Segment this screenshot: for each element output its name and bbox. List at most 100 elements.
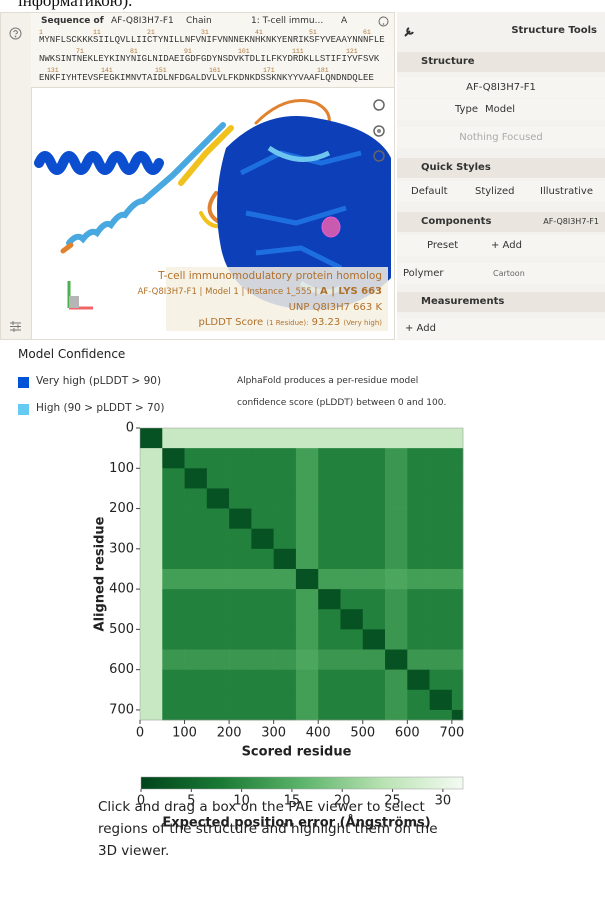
pae-chart[interactable]: 0 100 200 300 400 500 600 700010020030040050060… [0,418,605,838]
type-value[interactable]: Model [485,104,516,115]
type-row: Type Model [397,99,605,120]
section-header[interactable]: Quick Styles [397,158,605,178]
chain-select[interactable]: 1: T-cell immu... [251,16,324,26]
legend-swatch [18,377,29,388]
style-button[interactable]: Default [411,186,448,197]
structure-viewer[interactable]: Sequence of AF-Q8I3H7-F1 Chain 1: T-cell… [0,12,395,340]
y-tick-label: 200 [109,501,134,516]
add-button[interactable]: + Add [405,323,436,334]
heatmap-cell [251,428,274,449]
heatmap-cell [140,468,163,489]
heatmap-cell [251,568,274,590]
style-button[interactable]: Illustrative [540,186,593,197]
help-icon[interactable] [9,27,22,40]
help-icon[interactable] [378,16,389,27]
heatmap-cell [206,609,230,630]
axes-gizmo [67,281,93,310]
heatmap-cell [140,448,163,469]
heatmap-cell [318,428,341,449]
sheet [245,205,347,226]
heatmap-cell [206,468,230,489]
add-button[interactable]: + Add [491,240,522,251]
component-name: Polymer [403,268,444,279]
section-header[interactable]: Components AF-Q8I3H7-F1 [397,212,605,232]
heatmap-cell [295,669,319,691]
heatmap-cell [273,589,297,610]
components-entry: AF-Q8I3H7-F1 [543,217,599,226]
section-header[interactable]: Structure [397,52,605,72]
heatmap-cell [385,669,408,691]
sequence-number: 121 [346,48,358,55]
heatmap-cell [162,488,185,509]
heatmap-cell [295,448,319,469]
section-header[interactable]: Measurements [397,292,605,312]
score-scope: (1 Residue): [266,319,309,327]
score-label: pLDDT Score [198,317,264,328]
heatmap-cell [340,709,364,721]
heatmap-cell [362,528,386,550]
heatmap-cell [229,448,252,469]
heatmap-cell [273,448,297,469]
heatmap-cell [385,508,408,529]
heatmap-cell [385,488,408,509]
heatmap-cell [429,689,453,711]
style-button[interactable]: Stylized [475,186,515,197]
heatmap-cell [273,629,297,650]
molecule-render [34,99,391,310]
y-tick-label: 100 [109,461,134,476]
sequence-number: 151 [155,67,167,74]
heatmap-cell [362,508,386,529]
type-label: Type [455,104,478,115]
heatmap-cell [385,629,408,650]
heatmap-cell [206,528,230,550]
colorbar-title: Expected position error (Ångströms) [162,815,430,831]
heatmap-cell [385,609,408,630]
heatmap-cell [251,589,274,610]
sequence-label: Sequence of [41,16,104,26]
left-strip [1,13,32,339]
heatmap-cell [229,629,252,650]
representation[interactable]: Cartoon [493,269,525,278]
heatmap-cell [295,689,319,711]
helix [66,122,226,246]
preset-button[interactable]: Preset [427,240,459,251]
heatmap-cell [429,488,453,509]
settings-icon[interactable] [9,321,22,332]
heatmap-cell [162,589,185,610]
sequence-number: 31 [201,29,209,36]
info-overlay: T-cell immunomodulatory protein homolog … [138,267,388,331]
score-line: pLDDT Score (1 Residue): 93.23 (Very hig… [199,317,383,328]
instructions: Click and drag a box on the PAE viewer t… [98,799,438,859]
heatmap-cell [429,528,453,550]
sequence-text: ENKFIYHTEVSFEGKIMNVTAIDLNFDGALDVLVLFKDNK… [39,73,374,83]
heatmap-cell [184,528,208,550]
confidence-note: AlphaFold produces a per-residue model [237,376,419,386]
heatmap-cell [429,428,453,449]
colorbar-tick-label: 10 [233,794,250,809]
sequence-number: 101 [238,48,250,55]
heatmap-cell [451,468,464,489]
heatmap-cell [140,528,163,550]
heatmap-cell [295,568,319,590]
heatmap-cell [429,669,453,691]
heatmap-cell [451,649,464,670]
heatmap-cell [206,488,230,509]
heatmap-cell [318,568,341,590]
style-options: Default Stylized Illustrative [397,181,605,202]
heatmap-cell [162,448,185,469]
asym-select[interactable]: A [341,16,348,26]
heatmap-cell [295,709,319,721]
model-line: AF-Q8I3H7-F1 | Model 1 | Instance 1_555 … [138,286,382,297]
highlight [321,216,341,238]
heatmap-cell [140,649,163,670]
entry-select[interactable]: AF-Q8I3H7-F1 [111,16,174,26]
heatmap-cell [273,689,297,711]
header-fragment: інформатикою). [18,0,133,10]
heatmap-cell [162,528,185,550]
heatmap-cell [295,548,319,570]
sequence-number: 11 [93,29,101,36]
viewer-controls[interactable] [373,99,385,162]
heatmap-cell [385,428,408,449]
heatmap-cell [429,548,453,570]
heatmap-cell [295,488,319,509]
